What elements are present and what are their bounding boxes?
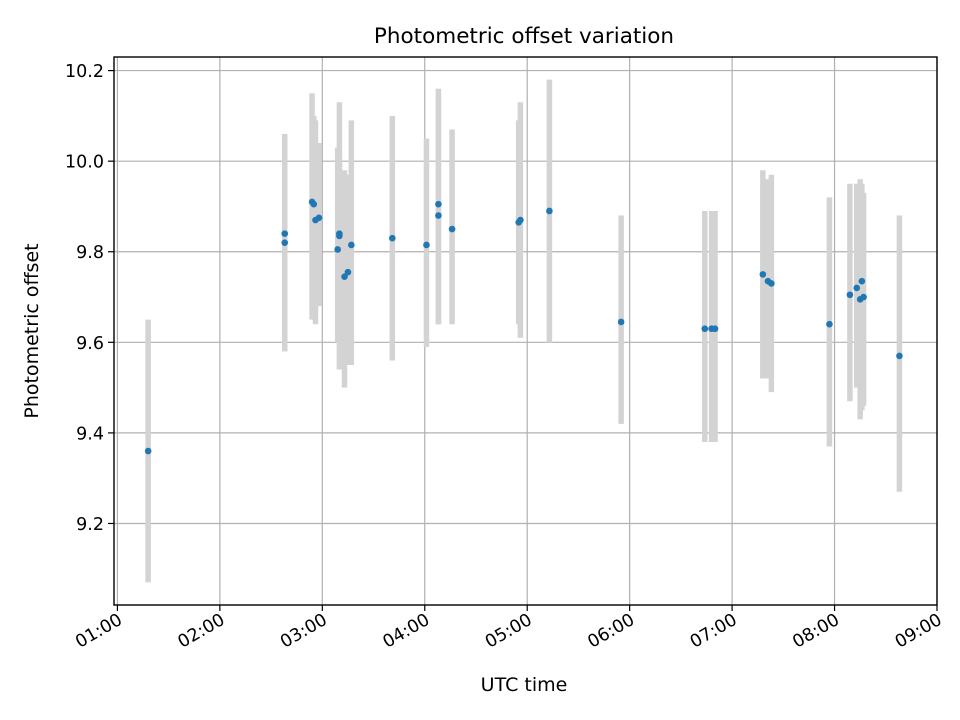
- data-point: [448, 225, 456, 233]
- y-axis-label: Photometric offset: [21, 243, 43, 418]
- data-point: [336, 232, 343, 240]
- data-point: [281, 230, 289, 237]
- data-point: [144, 447, 152, 455]
- data-point: [546, 207, 553, 215]
- data-point: [711, 325, 719, 333]
- data-point: [853, 284, 861, 292]
- data-point: [344, 268, 352, 276]
- x-axis-label: UTC time: [481, 674, 568, 696]
- data-point: [858, 277, 866, 285]
- y-tick-label: 10.0: [65, 153, 104, 173]
- data-point: [846, 291, 854, 299]
- data-point: [348, 241, 355, 249]
- data-point: [826, 320, 833, 328]
- data-point: [435, 200, 442, 208]
- data-point: [435, 212, 442, 219]
- y-axis-ticks: 9.2 9.4 9.6 9.8 10.0 10.2: [65, 62, 114, 535]
- y-tick-label: 9.6: [76, 334, 104, 354]
- chart-title: Photometric offset variation: [374, 24, 674, 49]
- data-point: [423, 241, 430, 249]
- data-point: [860, 293, 867, 301]
- data-point: [517, 216, 524, 224]
- data-point: [315, 214, 323, 222]
- data-point: [281, 239, 289, 246]
- data-point: [896, 352, 903, 360]
- y-tick-label: 10.2: [65, 62, 104, 82]
- data-point: [701, 325, 709, 333]
- grid-lines: [114, 57, 938, 605]
- data-point: [334, 246, 341, 253]
- data-point: [310, 200, 318, 208]
- y-tick-label: 9.2: [76, 515, 104, 535]
- data-point: [617, 318, 625, 326]
- data-point: [389, 234, 396, 242]
- data-point: [341, 273, 348, 280]
- y-tick-label: 9.4: [76, 424, 104, 444]
- plot-frame: [113, 56, 938, 606]
- data-point: [759, 271, 767, 278]
- y-tick-label: 9.8: [76, 243, 104, 263]
- data-points: [144, 198, 903, 455]
- data-point: [768, 280, 775, 287]
